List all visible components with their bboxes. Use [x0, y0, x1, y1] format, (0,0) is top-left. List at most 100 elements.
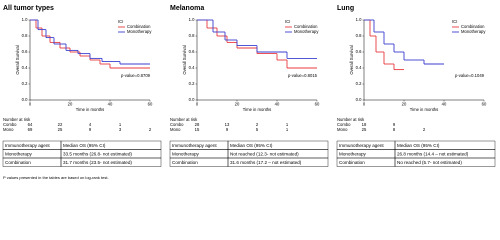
- y-tick-label: 0.2: [22, 81, 28, 86]
- table-header: Median OS (95% CI): [63, 143, 106, 148]
- p-value: p-value=0.8709: [121, 73, 151, 78]
- table-text: No reached (5.7- not estimated): [397, 160, 462, 165]
- legend-title: ICI: [118, 19, 123, 24]
- at-risk-count: 25: [58, 127, 63, 132]
- y-tick-label: 0.6: [22, 49, 28, 54]
- table-header: Median OS (95% CI): [397, 143, 440, 148]
- at-risk-label: Combo: [337, 122, 351, 127]
- at-risk-title: Number at risk: [170, 117, 198, 122]
- at-risk-count: 9: [226, 127, 229, 132]
- at-risk-count: 1: [119, 122, 122, 127]
- table-text: 26.8 months (14.4 – not estimated): [397, 151, 469, 156]
- footnote: P values presented in the tables are bas…: [3, 175, 109, 180]
- at-risk-count: 18: [362, 122, 367, 127]
- legend-label: Monotherapy: [127, 29, 152, 34]
- at-risk-count: 2: [256, 122, 259, 127]
- at-risk-count: 5: [256, 127, 259, 132]
- table-text: Combination: [5, 160, 31, 165]
- legend-label: Monotherapy: [461, 29, 486, 34]
- at-risk-count: 3: [119, 127, 122, 132]
- x-tick-label: 0: [363, 102, 366, 107]
- x-tick-label: 20: [68, 102, 73, 107]
- table-cell: [394, 157, 496, 167]
- y-tick-label: 1.0: [22, 17, 28, 22]
- table-header: Immunotherapy agent: [172, 143, 217, 148]
- table-text: 31.7 months (23.5- not estimated): [63, 160, 132, 165]
- at-risk-count: 1: [286, 122, 289, 127]
- table-text: Combination: [172, 160, 198, 165]
- at-risk-label: Mono: [3, 127, 14, 132]
- table-text: Monotherapy: [172, 151, 200, 156]
- table-text: Monotherapy: [339, 151, 367, 156]
- table-text: Monotherapy: [5, 151, 33, 156]
- at-risk-label: Combo: [3, 122, 17, 127]
- x-tick-label: 40: [108, 102, 113, 107]
- y-tick-label: 0.2: [356, 81, 362, 86]
- y-tick-label: 1.0: [356, 17, 362, 22]
- x-tick-label: 20: [402, 102, 407, 107]
- x-tick-label: 40: [275, 102, 280, 107]
- chart-title: Lung: [337, 5, 354, 12]
- table-header: Immunotherapy agent: [339, 143, 384, 148]
- table-header: Median OS (95% CI): [230, 143, 273, 148]
- table-text: 33.5 months (26.8- not estimated): [63, 151, 132, 156]
- chart-title: All tumor types: [3, 5, 54, 12]
- at-risk-count: 25: [362, 127, 367, 132]
- at-risk-count: 2: [423, 127, 426, 132]
- at-risk-count: 8: [393, 127, 396, 132]
- at-risk-count: 9: [393, 122, 396, 127]
- at-risk-title: Number at risk: [3, 117, 31, 122]
- y-tick-label: 0.8: [189, 33, 195, 38]
- p-value: p-value=0.1049: [455, 73, 485, 78]
- at-risk-count: 1: [286, 127, 289, 132]
- y-tick-label: 0.0: [189, 97, 195, 102]
- x-tick-label: 60: [315, 102, 320, 107]
- y-axis-title: Overall Survival: [349, 45, 354, 74]
- legend-label: Combination: [127, 24, 151, 29]
- at-risk-count: 28: [195, 122, 200, 127]
- y-tick-label: 0.0: [22, 97, 28, 102]
- y-tick-label: 0.0: [356, 97, 362, 102]
- y-axis-title: Overall Survival: [15, 45, 20, 74]
- legend-title: ICI: [285, 19, 290, 24]
- legend-title: ICI: [452, 19, 457, 24]
- at-risk-count: 9: [89, 127, 92, 132]
- x-axis-title: Time in months: [410, 107, 438, 112]
- x-tick-label: 0: [29, 102, 32, 107]
- at-risk-count: 64: [28, 122, 33, 127]
- at-risk-label: Mono: [337, 127, 348, 132]
- y-tick-label: 0.4: [189, 65, 195, 70]
- y-tick-label: 0.6: [356, 49, 362, 54]
- at-risk-label: Mono: [170, 127, 181, 132]
- y-tick-label: 0.8: [356, 33, 362, 38]
- table-text: Combination: [339, 160, 365, 165]
- legend-label: Combination: [461, 24, 485, 29]
- y-tick-label: 0.4: [22, 65, 28, 70]
- y-tick-label: 0.6: [189, 49, 195, 54]
- y-tick-label: 0.4: [356, 65, 362, 70]
- x-axis-title: Time in months: [76, 107, 104, 112]
- at-risk-count: 2: [149, 127, 152, 132]
- figure: P values presented in the tables are bas…: [2, 5, 496, 180]
- table-cell: [227, 157, 329, 167]
- table-cell: [60, 157, 162, 167]
- y-tick-label: 1.0: [189, 17, 195, 22]
- table-text: 31.6 months (17.2 – not estimated): [230, 160, 302, 165]
- at-risk-count: 69: [28, 127, 33, 132]
- at-risk-title: Number at risk: [337, 117, 365, 122]
- legend-label: Combination: [294, 24, 318, 29]
- y-tick-label: 0.8: [22, 33, 28, 38]
- x-tick-label: 60: [482, 102, 487, 107]
- x-tick-label: 20: [235, 102, 240, 107]
- legend-label: Monotherapy: [294, 29, 319, 34]
- x-axis-title: Time in months: [243, 107, 271, 112]
- at-risk-label: Combo: [170, 122, 184, 127]
- y-tick-label: 0.2: [189, 81, 195, 86]
- x-tick-label: 60: [148, 102, 153, 107]
- p-value: p-value=0.8015: [288, 73, 318, 78]
- chart-title: Melanoma: [170, 5, 204, 12]
- table-header: Immunotherapy agent: [5, 143, 50, 148]
- x-tick-label: 0: [196, 102, 199, 107]
- table-text: Not reached (12.3- not estimated): [230, 151, 299, 156]
- at-risk-count: 4: [89, 122, 92, 127]
